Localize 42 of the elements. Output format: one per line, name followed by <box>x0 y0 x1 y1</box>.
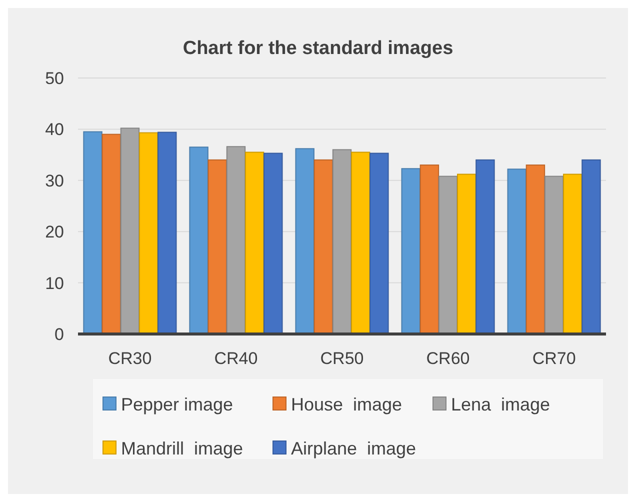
bar <box>526 164 546 334</box>
y-tick-label: 50 <box>45 68 64 88</box>
bar <box>544 176 564 334</box>
bar <box>189 146 208 334</box>
x-tick-label: CR30 <box>108 349 152 368</box>
legend-label: Pepper image <box>121 394 234 414</box>
bar <box>507 168 526 334</box>
y-tick-label: 0 <box>54 324 64 344</box>
y-tick-label: 30 <box>45 171 64 190</box>
bar <box>208 159 227 334</box>
x-tick-label: CR50 <box>320 349 364 368</box>
y-tick-label: 10 <box>45 274 64 293</box>
bar <box>102 134 121 334</box>
bar <box>264 152 283 334</box>
legend-label: Airplane image <box>291 438 416 458</box>
bar <box>226 146 246 334</box>
bar <box>244 152 264 334</box>
bar <box>457 174 476 334</box>
bar <box>420 164 440 334</box>
bar <box>476 159 495 334</box>
bar <box>314 159 334 334</box>
legend-label: Lena image <box>451 394 550 414</box>
bar <box>120 128 140 334</box>
bar <box>295 148 314 334</box>
bar <box>332 149 352 334</box>
y-tick-label: 40 <box>45 120 64 140</box>
bar <box>563 174 582 334</box>
bar <box>401 168 420 334</box>
bar <box>438 176 458 334</box>
legend-label: Mandrill image <box>121 438 244 458</box>
x-tick-label: CR40 <box>214 349 258 368</box>
bar <box>582 159 601 334</box>
bar <box>83 131 102 334</box>
chart-title: Chart for the standard images <box>182 38 454 59</box>
bar <box>138 132 158 334</box>
x-tick-label: CR60 <box>426 349 470 368</box>
bar <box>158 132 177 334</box>
legend-label: House image <box>291 394 402 414</box>
x-tick-label: CR70 <box>532 349 576 368</box>
bar <box>370 152 389 334</box>
y-tick-label: 20 <box>45 222 64 242</box>
bar <box>350 152 370 334</box>
